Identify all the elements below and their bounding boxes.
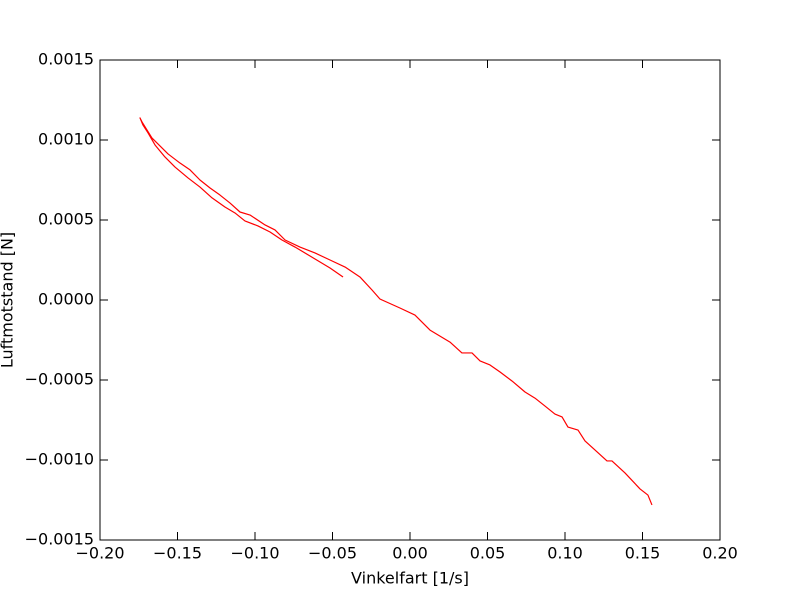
data-line	[139, 117, 653, 506]
x-tick-label: −0.15	[153, 544, 202, 563]
x-tick-label: −0.05	[308, 544, 357, 563]
x-tick-label: 0.15	[625, 544, 661, 563]
x-tick-label: −0.10	[230, 544, 279, 563]
y-axis-label: Luftmotstand [N]	[0, 232, 17, 368]
y-tick-label: 0.0005	[38, 210, 94, 229]
y-tick-label: 0.0000	[38, 290, 94, 309]
x-tick-label: 0.20	[702, 544, 738, 563]
y-tick-label: −0.0010	[25, 450, 94, 469]
y-tick-label: −0.0015	[25, 530, 94, 549]
y-tick-label: 0.0010	[38, 130, 94, 149]
y-tick-label: 0.0015	[38, 50, 94, 69]
y-tick-label: −0.0005	[25, 370, 94, 389]
x-tick-label: 0.10	[547, 544, 583, 563]
x-tick-label: 0.00	[392, 544, 428, 563]
plot-frame	[99, 59, 721, 541]
x-tick-label: 0.05	[470, 544, 506, 563]
x-tick-label: −0.20	[75, 544, 124, 563]
x-axis-label: Vinkelfart [1/s]	[351, 569, 469, 588]
